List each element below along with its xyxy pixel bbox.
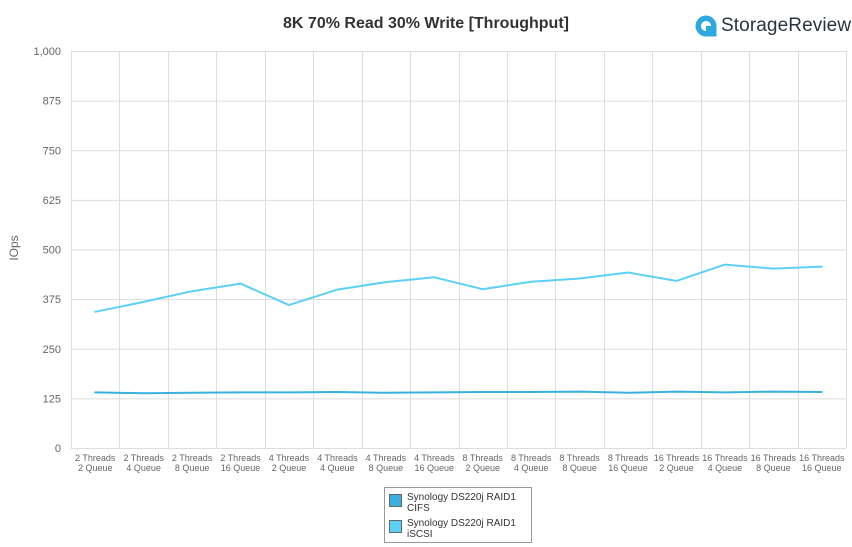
x-tick-label: 16 Threads 16 Queue bbox=[799, 453, 845, 473]
series-line-cifs bbox=[94, 390, 823, 395]
series-line-iscsi bbox=[94, 263, 823, 313]
legend-label-iscsi: Synology DS220j RAID1 iSCSI bbox=[407, 518, 516, 540]
legend-swatch-iscsi bbox=[389, 520, 402, 533]
x-tick-label: 8 Threads 4 Queue bbox=[511, 453, 552, 473]
y-tick-label: 875 bbox=[43, 96, 61, 108]
y-tick-label: 125 bbox=[43, 393, 61, 405]
x-tick-label: 2 Threads 2 Queue bbox=[75, 453, 116, 473]
x-tick-label: 8 Threads 16 Queue bbox=[608, 453, 649, 473]
legend-label-cifs-line1: Synology DS220j RAID1 bbox=[407, 492, 516, 503]
storagereview-logo-text: StorageReview bbox=[721, 15, 852, 36]
storagereview-logo-icon bbox=[695, 15, 717, 37]
x-tick-label: 2 Threads 4 Queue bbox=[123, 453, 164, 473]
storagereview-logo: StorageReview bbox=[695, 15, 851, 37]
series-lines bbox=[94, 263, 823, 395]
y-tick-label: 0 bbox=[55, 443, 61, 455]
x-tick-label: 4 Threads 8 Queue bbox=[366, 453, 407, 473]
legend-swatch-cifs bbox=[389, 494, 402, 507]
x-tick-label: 2 Threads 16 Queue bbox=[220, 453, 261, 473]
chart-grid bbox=[71, 51, 847, 449]
y-axis-ticks: 0 125 250 375 500 625 750 875 1,000 bbox=[33, 46, 61, 455]
y-tick-label: 625 bbox=[43, 195, 61, 207]
y-tick-label: 1,000 bbox=[33, 46, 61, 58]
y-axis-label: IOps bbox=[7, 235, 21, 260]
chart-legend: Synology DS220j RAID1 CIFS Synology DS22… bbox=[384, 487, 532, 543]
x-tick-label: 16 Threads 4 Queue bbox=[702, 453, 748, 473]
legend-label-iscsi-line1: Synology DS220j RAID1 bbox=[407, 518, 516, 529]
x-tick-label: 4 Threads 16 Queue bbox=[414, 453, 455, 473]
legend-label-iscsi-line2: iSCSI bbox=[407, 529, 433, 540]
x-tick-label: 4 Threads 2 Queue bbox=[269, 453, 310, 473]
legend-label-cifs-line2: CIFS bbox=[407, 503, 430, 514]
y-tick-label: 375 bbox=[43, 294, 61, 306]
x-tick-label: 8 Threads 8 Queue bbox=[559, 453, 600, 473]
legend-item-iscsi[interactable]: Synology DS220j RAID1 iSCSI bbox=[389, 518, 516, 540]
y-tick-label: 750 bbox=[43, 145, 61, 157]
legend-item-cifs[interactable]: Synology DS220j RAID1 CIFS bbox=[389, 492, 516, 514]
x-tick-label: 4 Threads 4 Queue bbox=[317, 453, 358, 473]
legend-label-cifs: Synology DS220j RAID1 CIFS bbox=[407, 492, 516, 514]
x-tick-label: 8 Threads 2 Queue bbox=[463, 453, 504, 473]
x-tick-label: 2 Threads 8 Queue bbox=[172, 453, 213, 473]
y-tick-label: 250 bbox=[43, 344, 61, 356]
y-tick-label: 500 bbox=[43, 245, 61, 257]
chart-title: 8K 70% Read 30% Write [Throughput] bbox=[283, 15, 569, 32]
x-tick-label: 16 Threads 2 Queue bbox=[654, 453, 700, 473]
x-axis-ticks: 2 Threads 2 Queue 2 Threads 4 Queue 2 Thread… bbox=[75, 453, 845, 473]
x-tick-label: 16 Threads 8 Queue bbox=[751, 453, 797, 473]
